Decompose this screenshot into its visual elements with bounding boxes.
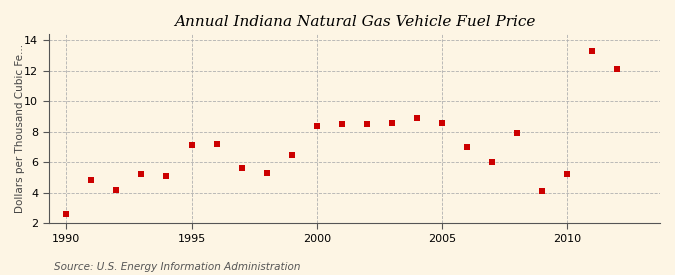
Y-axis label: Dollars per Thousand Cubic Fe...: Dollars per Thousand Cubic Fe...: [15, 44, 25, 213]
Title: Annual Indiana Natural Gas Vehicle Fuel Price: Annual Indiana Natural Gas Vehicle Fuel …: [173, 15, 535, 29]
Text: Source: U.S. Energy Information Administration: Source: U.S. Energy Information Administ…: [54, 262, 300, 272]
